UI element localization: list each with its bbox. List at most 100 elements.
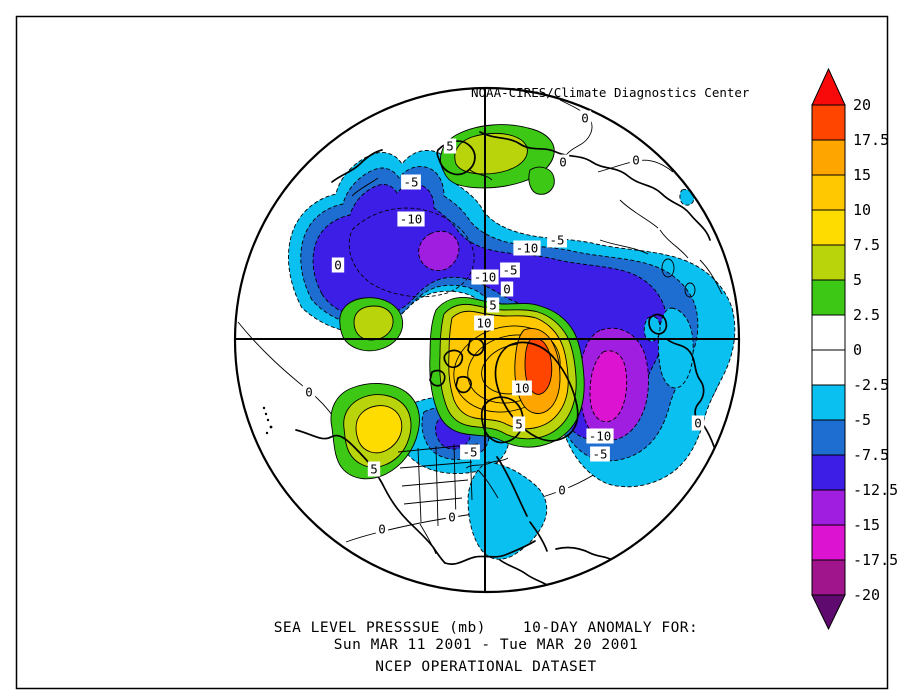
colorbar-segment xyxy=(811,489,846,526)
us-state-border xyxy=(435,445,439,527)
pacific-positive-yellowgreen-core-north xyxy=(353,305,394,341)
colorbar-segment xyxy=(811,244,846,281)
colorbar-segment xyxy=(811,454,846,491)
contour-label: -5 xyxy=(502,263,517,278)
contour-label-box xyxy=(302,384,316,400)
coastline-arctic-island xyxy=(443,349,464,369)
contour-label-box xyxy=(555,482,569,498)
us-state-border xyxy=(401,479,469,487)
colorbar-segment xyxy=(811,174,846,211)
contour-label: 0 xyxy=(334,258,342,273)
colorbar-segment xyxy=(811,419,846,456)
colorbar-segment xyxy=(811,349,846,386)
coastline-ne-asia xyxy=(331,149,383,183)
colorbar-tick-label: 0 xyxy=(853,341,862,359)
colorbar: 20 17.5 15 10 7.5 5 2.5 0 -2.5 -5 -7.5 -12.5 -15 -17.… xyxy=(811,67,898,631)
contour-label-box xyxy=(375,521,389,537)
contour-label-box xyxy=(691,415,705,431)
zero-contour xyxy=(559,99,593,167)
contour-label: 0 xyxy=(632,153,640,168)
contour-label: -5 xyxy=(549,233,564,248)
figure-title: NOAA-CIRES/Climate Diagnostics Center xyxy=(471,85,750,100)
southeast-us-cyan-patch xyxy=(467,461,548,560)
contour-label: -10 xyxy=(400,212,423,227)
coastline-black-sea xyxy=(684,282,696,298)
contour-label-box xyxy=(474,315,494,331)
contour-label-box xyxy=(401,174,421,190)
us-state-border xyxy=(403,497,463,505)
colorbar-tick-label: 20 xyxy=(853,96,871,114)
contour-label-box xyxy=(512,416,526,432)
colorbar-tick-label: -5 xyxy=(853,411,871,429)
contour-label-box xyxy=(397,211,425,227)
minus10-contour-ring xyxy=(348,207,475,298)
asia-border-line xyxy=(599,239,649,255)
contour-label: 0 xyxy=(694,416,702,431)
colorbar-tick-label: -15 xyxy=(853,516,880,534)
colorbar-tick-label: 7.5 xyxy=(853,236,880,254)
contour-label: 0 xyxy=(305,385,313,400)
footer-dataset-line: NCEP OPERATIONAL DATASET xyxy=(375,659,597,675)
colorbar-tick-label: 5 xyxy=(853,271,862,289)
contour-label: 0 xyxy=(503,282,511,297)
colorbar-arrow-up xyxy=(811,67,846,106)
coastline-baltic xyxy=(469,169,493,181)
coastline-gulf-mexico xyxy=(444,540,536,565)
colorbar-tick-label: -20 xyxy=(853,586,880,604)
contour-label-box xyxy=(471,269,499,285)
hawaii-islands xyxy=(262,406,273,435)
coastline-baja xyxy=(419,523,437,555)
coastline-arctic-island xyxy=(429,369,446,387)
coastline-uk xyxy=(648,313,668,335)
coastline-florida xyxy=(529,521,548,552)
contour-label: 5 xyxy=(515,417,523,432)
negative-anomaly-purple-patch-west xyxy=(418,230,460,271)
contour-label-box xyxy=(578,110,592,126)
coastline-cuba-caribbean xyxy=(555,546,613,561)
colorbar-tick-label: 2.5 xyxy=(853,306,880,324)
arctic-positive-green-east-bit xyxy=(528,166,555,195)
contour-label: -5 xyxy=(403,175,418,190)
europe-cyan-patch xyxy=(657,307,694,389)
colorbar-tick-label: 10 xyxy=(853,201,871,219)
coastline-caspian-sea xyxy=(661,258,675,278)
contour-label: -10 xyxy=(516,241,539,256)
frame-border xyxy=(15,15,889,690)
contour-label: 0 xyxy=(581,111,589,126)
contour-label-box xyxy=(367,461,381,477)
colorbar-segment xyxy=(811,209,846,246)
us-state-border xyxy=(417,447,422,523)
plus10-contour-ring xyxy=(453,325,561,413)
colorbar-tick-label: -12.5 xyxy=(853,481,898,499)
contour-label-box xyxy=(629,152,643,168)
colorbar-tick-label: -17.5 xyxy=(853,551,898,569)
coastline-hudson-bay xyxy=(480,396,524,444)
contour-label: 0 xyxy=(448,510,456,525)
colorbar-tick-label: 15 xyxy=(853,166,871,184)
contour-label-box xyxy=(500,281,514,297)
contour-label-box xyxy=(443,138,457,154)
colorbar-segment xyxy=(811,104,846,141)
contour-label: 0 xyxy=(558,483,566,498)
contour-label: -5 xyxy=(462,445,477,460)
contour-label-box xyxy=(586,428,614,444)
contour-label-box xyxy=(500,262,520,278)
contour-label: -10 xyxy=(589,429,612,444)
colorbar-tick-label: 17.5 xyxy=(853,131,889,149)
coastline-europe-iberia xyxy=(667,339,705,405)
coastline-scandinavia xyxy=(436,140,476,176)
colorbar-segment xyxy=(811,559,846,596)
contour-label-box xyxy=(331,257,345,273)
contour-label-box xyxy=(460,444,480,460)
colorbar-segment xyxy=(811,314,846,351)
contour-label: 0 xyxy=(559,155,567,170)
map-area xyxy=(235,88,739,592)
coastline-greenland xyxy=(494,341,579,442)
map-boundary-circle xyxy=(233,86,741,594)
coastline-chukotka xyxy=(351,177,379,197)
coastline-russia-arctic xyxy=(479,131,711,241)
contour-label-box xyxy=(512,380,532,396)
contour-label-box xyxy=(445,509,459,525)
